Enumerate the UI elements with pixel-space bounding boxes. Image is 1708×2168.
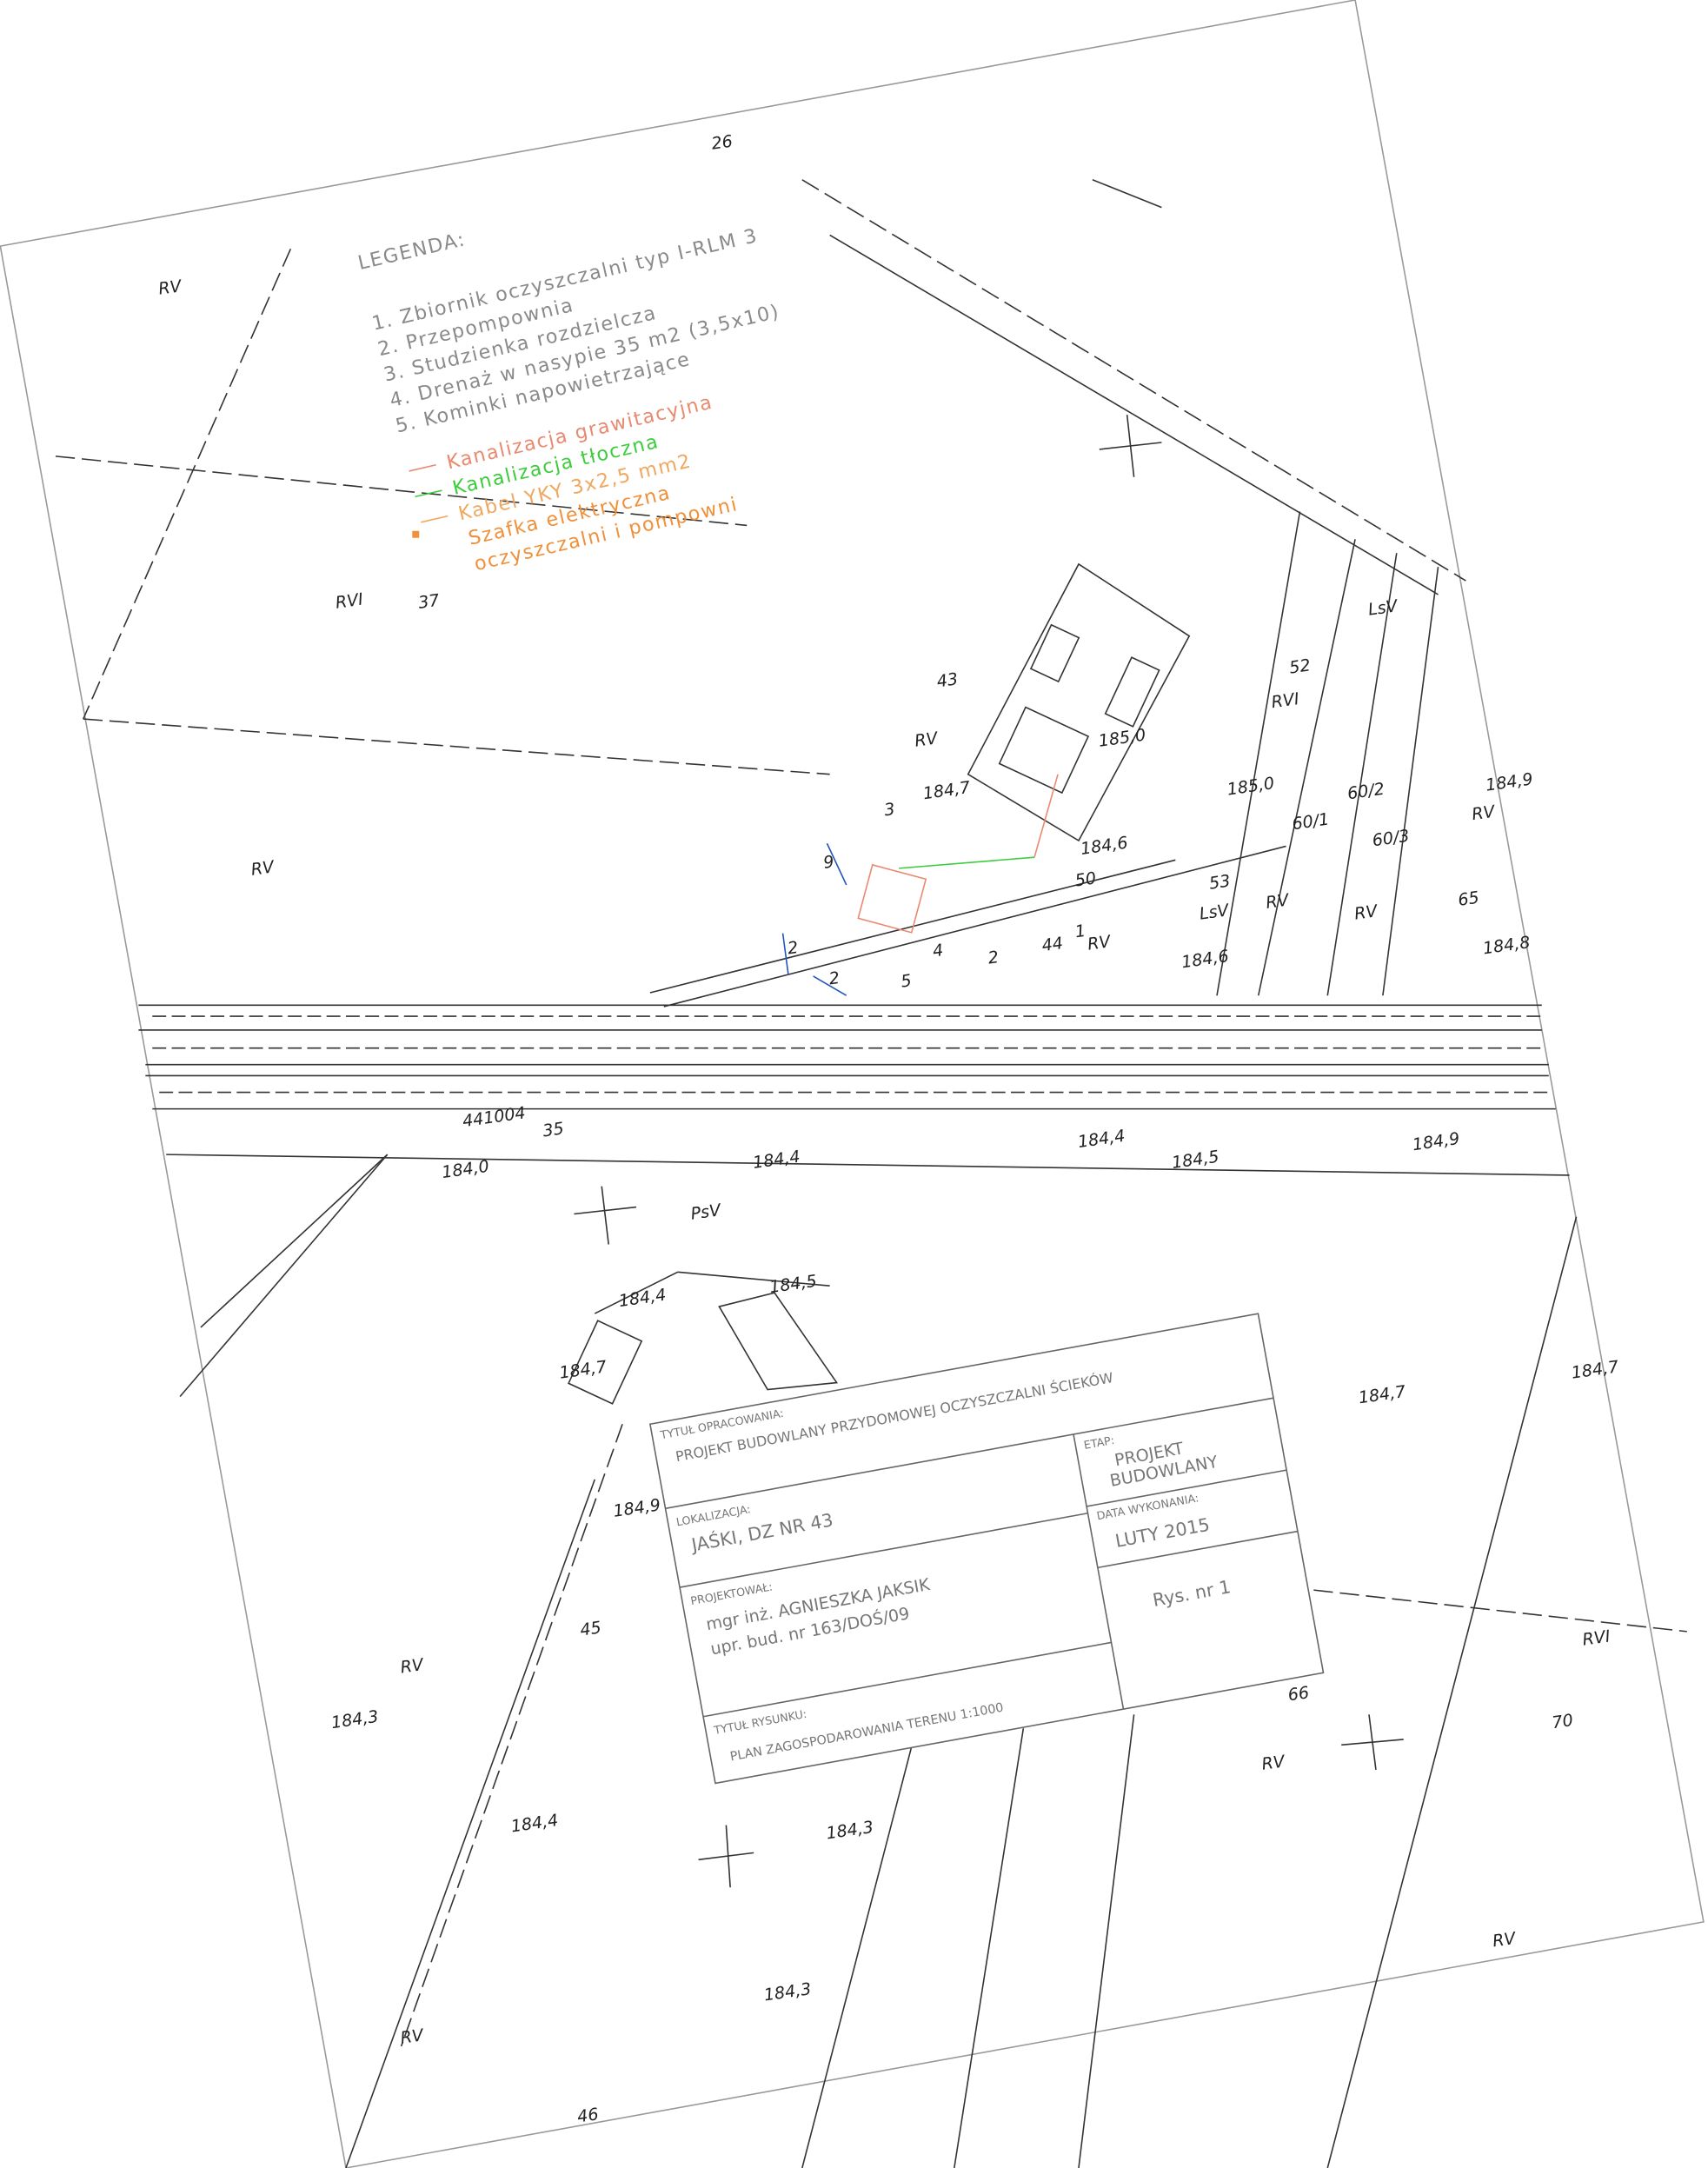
map-label: 26 [710,132,734,154]
map-label: RV [157,276,184,299]
map-label: RV [914,728,940,751]
map-label: RVI [1581,1626,1612,1649]
map-linework [55,179,1687,2168]
map-label: 66 [1286,1683,1310,1705]
legend-swatch [415,489,442,498]
map-label: 45 [579,1618,602,1639]
map-label: RV [1265,890,1292,913]
map-label: LsV [1367,596,1400,620]
map-label: RV [399,2025,426,2048]
map-label: 52 [1288,655,1312,677]
map-label: 5 [900,971,913,991]
title-block-text: ETAP: [1083,1433,1116,1452]
map-label: 2 [827,968,841,988]
legend-swatch [421,515,449,523]
map-label: 1 [1073,921,1087,941]
map-label: 2 [787,938,800,958]
map-label: RV [1087,932,1113,954]
map-label: LsV [1199,901,1232,924]
map-label: 70 [1551,1711,1574,1732]
map-label: 46 [576,2105,600,2126]
map-label: RV [1471,801,1498,824]
map-label: 65 [1457,888,1480,910]
map-label: 3 [883,800,896,820]
map-label: RV [249,857,276,880]
map-label: RV [1260,1752,1287,1774]
map-label: 2 [987,948,1000,968]
map-label: 53 [1208,872,1232,894]
map-label: RVI [334,590,364,613]
map-label: 44 [1040,934,1064,955]
map-label: 9 [822,852,835,872]
map-label: RV [1492,1929,1519,1952]
map-label: RVI [1270,689,1300,712]
map-label: RV [1353,901,1380,924]
title-block: TYTUŁ OPRACOWANIA:PROJEKT BUDOWLANY PRZY… [648,1313,1325,1785]
legend-swatch [409,463,436,472]
map-label: 35 [542,1119,565,1141]
map-label: 50 [1073,868,1097,890]
map-label: PsV [689,1200,723,1224]
map-label: RV [399,1655,426,1678]
map-label: 43 [935,669,959,691]
map-label: 4 [932,941,945,961]
map-label: 37 [417,591,441,613]
